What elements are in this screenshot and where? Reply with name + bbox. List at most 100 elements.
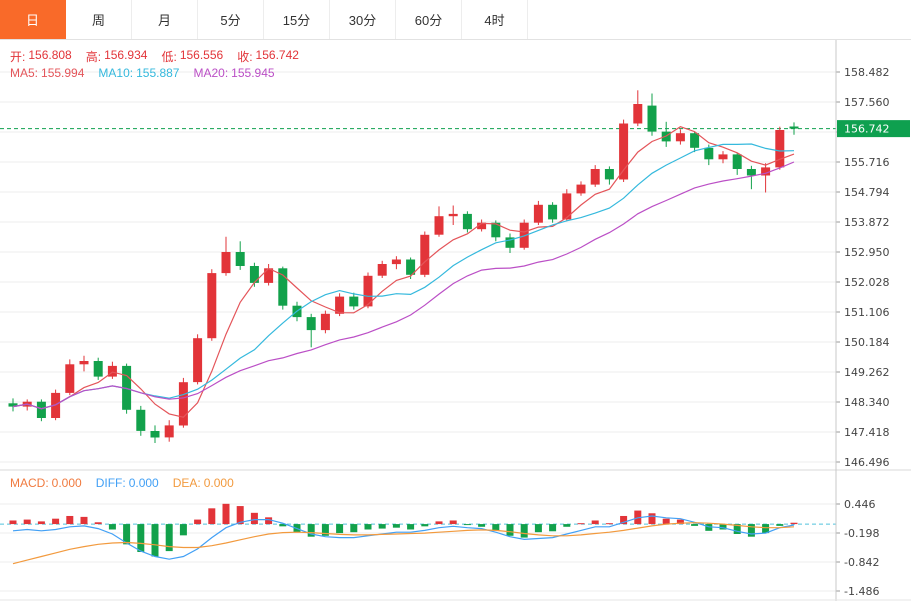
candle-body [604, 169, 614, 180]
price-axis-label: 151.106 [844, 306, 890, 319]
price-axis-label: 155.716 [844, 156, 890, 169]
candle-body [221, 252, 231, 274]
macd-histogram-bar [676, 519, 684, 525]
candle-body [278, 268, 288, 306]
tab-4hour[interactable]: 4时 [462, 0, 528, 39]
candle-body [491, 222, 501, 238]
macd-histogram-bar [506, 524, 514, 536]
tab-60min[interactable]: 60分 [396, 0, 462, 39]
candle-body [775, 130, 785, 168]
macd-histogram-bar [421, 524, 429, 527]
candle-body [8, 403, 18, 407]
macd-histogram-bar [350, 524, 358, 533]
price-axis-label: 158.482 [844, 66, 890, 79]
macd-axis-label: -0.842 [844, 556, 879, 569]
chart-canvas[interactable]: 158.482 157.560 155.716 154.794 153.872 152.9… [0, 40, 911, 601]
tab-week[interactable]: 周 [66, 0, 132, 39]
candlestick-chart-area[interactable]: 158.482 157.560 155.716 154.794 153.872 152.9… [0, 40, 911, 601]
candle-body [462, 213, 472, 230]
dea-line [12, 522, 795, 565]
tab-day[interactable]: 日 [0, 0, 66, 39]
price-axis-label: 154.794 [844, 186, 890, 199]
macd-histogram-bar [321, 524, 329, 536]
current-price-tag-label: 156.742 [844, 123, 890, 136]
candle-body [562, 193, 572, 220]
macd-histogram-bar [705, 524, 713, 531]
candle-body [789, 126, 799, 129]
macd-histogram-bar [279, 524, 287, 527]
macd-histogram-bar [194, 519, 202, 525]
candle-body [377, 264, 387, 276]
candle-body [320, 313, 330, 331]
price-axis-label: 148.340 [844, 396, 890, 409]
macd-histogram-bar [108, 524, 116, 530]
candle-body [363, 275, 373, 307]
macd-histogram-bar [265, 517, 273, 525]
ma20-line [12, 161, 795, 410]
candle-body [335, 296, 345, 314]
tab-5min[interactable]: 5分 [198, 0, 264, 39]
macd-histogram-bar [463, 524, 471, 526]
candle-body [477, 222, 487, 230]
macd-histogram-bar [250, 512, 258, 525]
price-axis-label: 147.418 [844, 426, 890, 439]
macd-histogram-bar [9, 520, 17, 525]
candle-body [533, 204, 543, 223]
tab-month[interactable]: 月 [132, 0, 198, 39]
candle-body [718, 154, 728, 160]
macd-histogram-bar [620, 515, 628, 525]
candle-body [79, 361, 89, 365]
macd-histogram-bar [222, 503, 230, 525]
macd-histogram-bar [23, 519, 31, 525]
candle-body [150, 431, 160, 438]
candle-body [732, 154, 742, 169]
candle-body [448, 213, 458, 217]
macd-histogram-bar [591, 520, 599, 525]
macd-histogram-bar [563, 524, 571, 527]
macd-histogram-bar [691, 524, 699, 526]
macd-histogram-bar [549, 524, 557, 532]
macd-histogram-bar [407, 524, 415, 530]
macd-axis-label: -0.198 [844, 527, 879, 540]
candle-body [349, 296, 359, 307]
macd-histogram-bar [776, 524, 784, 526]
candle-body [249, 266, 259, 283]
candle-body [576, 184, 586, 194]
price-axis-label: 150.184 [844, 336, 890, 349]
candle-body [122, 365, 132, 410]
candle-body [647, 105, 657, 132]
candle-body [193, 338, 203, 383]
current-price-tag [837, 120, 910, 138]
candle-body [36, 401, 46, 418]
price-axis-label: 152.028 [844, 276, 890, 289]
candle-body [590, 169, 600, 185]
candle-body [675, 133, 685, 142]
macd-histogram-bar [364, 524, 372, 530]
macd-histogram-bar [577, 523, 585, 525]
macd-histogram-bar [733, 524, 741, 534]
candle-body [51, 392, 61, 418]
candle-body [264, 268, 274, 283]
macd-histogram-bar [392, 524, 400, 528]
price-axis-label: 149.262 [844, 366, 890, 379]
tab-30min[interactable]: 30分 [330, 0, 396, 39]
macd-histogram-bar [478, 524, 486, 527]
macd-histogram-bar [435, 521, 443, 525]
macd-histogram-bar [165, 524, 173, 552]
macd-histogram-bar [378, 524, 386, 529]
macd-axis-label: -1.486 [844, 585, 879, 598]
ma5-line [12, 126, 795, 418]
candle-body [548, 204, 558, 220]
candle-body [761, 167, 771, 176]
candle-body [704, 147, 714, 160]
macd-histogram-bar [719, 524, 727, 530]
candle-body [164, 425, 174, 438]
macd-histogram-bar [52, 518, 60, 525]
candle-body [65, 364, 75, 393]
macd-histogram-bar [151, 524, 159, 557]
candle-body [235, 252, 245, 266]
price-axis-label: 157.560 [844, 96, 890, 109]
price-axis-label: 146.496 [844, 456, 890, 469]
tab-15min[interactable]: 15分 [264, 0, 330, 39]
